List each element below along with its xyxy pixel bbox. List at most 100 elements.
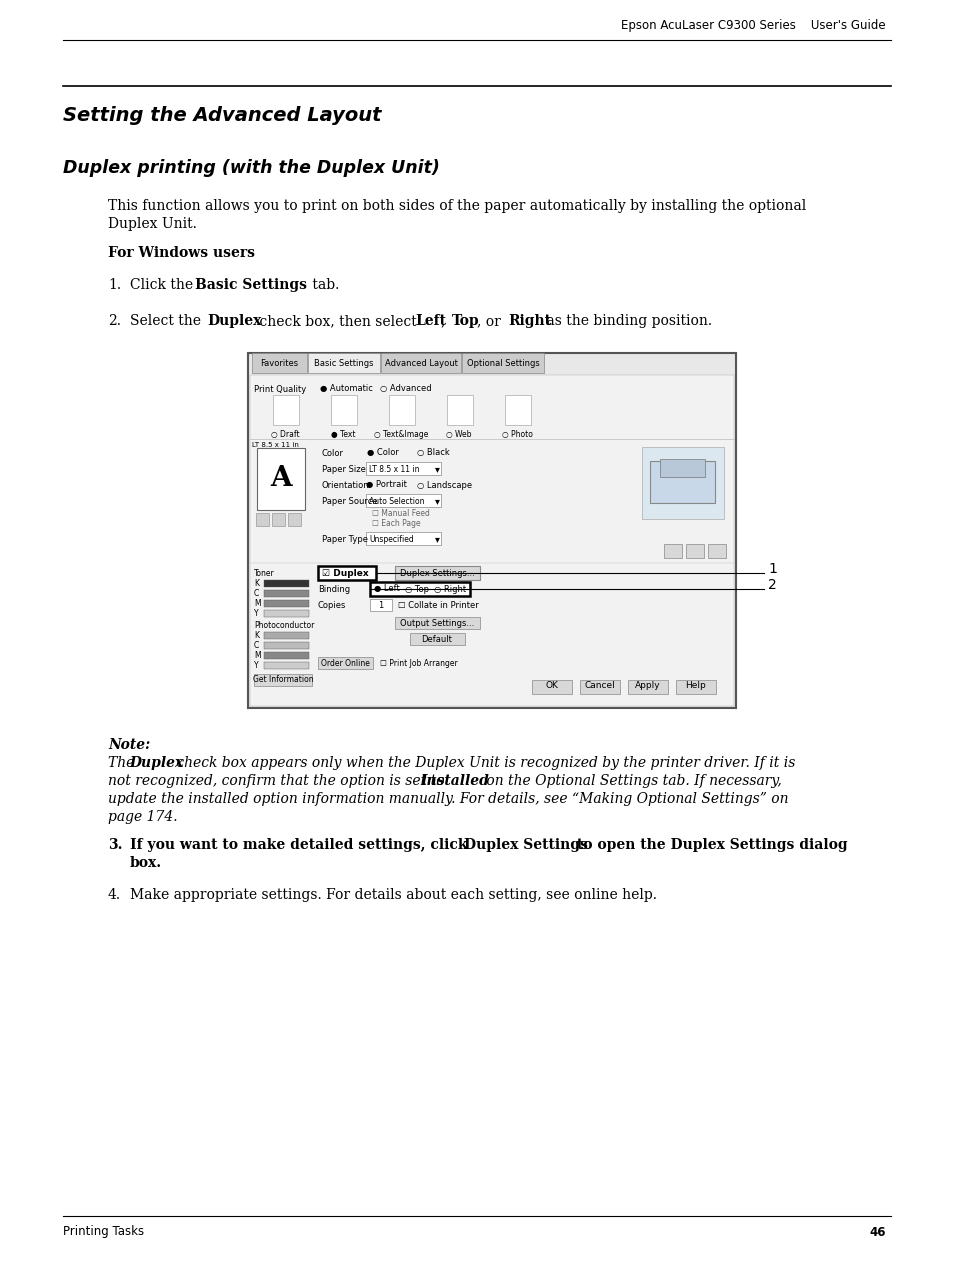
Bar <box>366 494 440 507</box>
Text: Left: Left <box>415 313 446 327</box>
Bar <box>264 662 309 669</box>
Bar <box>273 395 298 426</box>
Text: ☐ Manual Feed: ☐ Manual Feed <box>372 508 430 517</box>
Text: For Windows users: For Windows users <box>108 246 254 260</box>
Text: C: C <box>253 641 259 650</box>
Text: Help: Help <box>685 682 705 691</box>
Text: Get Information: Get Information <box>253 675 313 684</box>
Bar <box>317 657 373 669</box>
Text: ☐ Print Job Arranger: ☐ Print Job Arranger <box>379 659 457 668</box>
Text: LT 8.5 x 11 in: LT 8.5 x 11 in <box>369 465 419 474</box>
Text: K: K <box>253 631 258 640</box>
Text: Duplex Unit.: Duplex Unit. <box>108 217 196 231</box>
Text: ☑ Duplex: ☑ Duplex <box>322 568 368 577</box>
Text: Color: Color <box>322 448 344 457</box>
Text: ○ Landscape: ○ Landscape <box>416 480 472 489</box>
Text: Toner: Toner <box>253 568 274 577</box>
Text: Epson AcuLaser C9300 Series    User's Guide: Epson AcuLaser C9300 Series User's Guide <box>620 19 885 33</box>
Text: Optional Settings: Optional Settings <box>466 358 538 367</box>
Text: Duplex: Duplex <box>207 313 261 327</box>
Bar <box>264 600 309 606</box>
Text: check box, then select: check box, then select <box>254 313 420 327</box>
Bar <box>389 395 415 426</box>
Text: Apply: Apply <box>635 682 660 691</box>
Text: 3.: 3. <box>108 838 122 852</box>
Text: box.: box. <box>130 856 162 870</box>
Text: ● Left: ● Left <box>374 585 399 594</box>
Bar <box>676 680 716 694</box>
Text: Paper Source: Paper Source <box>322 497 377 506</box>
Text: Unspecified: Unspecified <box>369 535 414 544</box>
Bar <box>253 674 312 685</box>
Bar <box>250 375 733 706</box>
Text: ☐ Each Page: ☐ Each Page <box>372 520 420 529</box>
Text: Default: Default <box>421 634 452 643</box>
Bar <box>447 395 473 426</box>
Bar <box>649 461 714 503</box>
Text: Setting the Advanced Layout: Setting the Advanced Layout <box>63 106 381 125</box>
Text: ○ Web: ○ Web <box>446 431 471 440</box>
Text: 4.: 4. <box>108 888 121 902</box>
Bar <box>370 582 470 596</box>
Text: Print Quality: Print Quality <box>253 385 306 394</box>
Text: ▾: ▾ <box>435 464 439 474</box>
Bar <box>380 353 460 373</box>
Bar <box>395 617 479 629</box>
Bar <box>264 642 309 648</box>
Text: This function allows you to print on both sides of the paper automatically by in: This function allows you to print on bot… <box>108 199 805 213</box>
Text: 1: 1 <box>767 562 776 576</box>
Text: Advanced Layout: Advanced Layout <box>384 358 456 367</box>
Text: Y: Y <box>253 609 258 618</box>
Text: ,: , <box>440 313 449 327</box>
Text: Y: Y <box>253 660 258 670</box>
Bar <box>264 632 309 640</box>
Bar <box>685 544 703 558</box>
Text: to open the Duplex Settings dialog: to open the Duplex Settings dialog <box>572 838 846 852</box>
Text: ○ Black: ○ Black <box>416 448 449 457</box>
Bar <box>532 680 572 694</box>
Text: OK: OK <box>545 682 558 691</box>
Bar <box>410 633 464 645</box>
Bar <box>641 447 723 519</box>
Text: Right: Right <box>507 313 551 327</box>
Bar <box>366 462 440 475</box>
Text: 46: 46 <box>868 1226 885 1238</box>
Bar <box>579 680 619 694</box>
Text: 2.: 2. <box>108 313 121 327</box>
Text: ☐ Collate in Printer: ☐ Collate in Printer <box>397 600 478 609</box>
Text: Binding: Binding <box>317 585 350 594</box>
Text: ○ Right: ○ Right <box>434 585 466 594</box>
Text: Paper Type: Paper Type <box>322 535 368 544</box>
Text: The: The <box>108 755 138 769</box>
Text: Output Settings...: Output Settings... <box>399 618 474 628</box>
Text: Copies: Copies <box>317 600 346 609</box>
Text: Note:: Note: <box>108 738 150 752</box>
Text: If you want to make detailed settings, click: If you want to make detailed settings, c… <box>130 838 472 852</box>
Bar <box>504 395 531 426</box>
Bar <box>663 544 681 558</box>
Bar <box>308 353 379 373</box>
Bar <box>264 610 309 617</box>
Text: C: C <box>253 589 259 598</box>
Text: Installed: Installed <box>419 775 488 789</box>
Bar <box>331 395 356 426</box>
Text: Duplex Settings: Duplex Settings <box>463 838 587 852</box>
Text: A: A <box>270 465 292 493</box>
Text: update the installed option information manually. For details, see “Making Optio: update the installed option information … <box>108 792 788 806</box>
Text: ● Text: ● Text <box>331 431 355 440</box>
Bar <box>461 353 543 373</box>
Bar <box>707 544 725 558</box>
Bar <box>627 680 667 694</box>
Text: Click the: Click the <box>130 278 197 292</box>
Text: as the binding position.: as the binding position. <box>541 313 711 327</box>
Text: Orientation: Orientation <box>322 480 369 489</box>
Text: ● Automatic: ● Automatic <box>319 385 373 394</box>
Text: ○ Top: ○ Top <box>405 585 429 594</box>
Bar <box>248 353 735 708</box>
Bar <box>395 566 479 580</box>
Text: ● Portrait: ● Portrait <box>366 480 406 489</box>
Text: 1: 1 <box>378 600 383 609</box>
Text: ● Color: ● Color <box>367 448 398 457</box>
Text: Make appropriate settings. For details about each setting, see online help.: Make appropriate settings. For details a… <box>130 888 657 902</box>
Text: Auto Selection: Auto Selection <box>369 497 424 506</box>
